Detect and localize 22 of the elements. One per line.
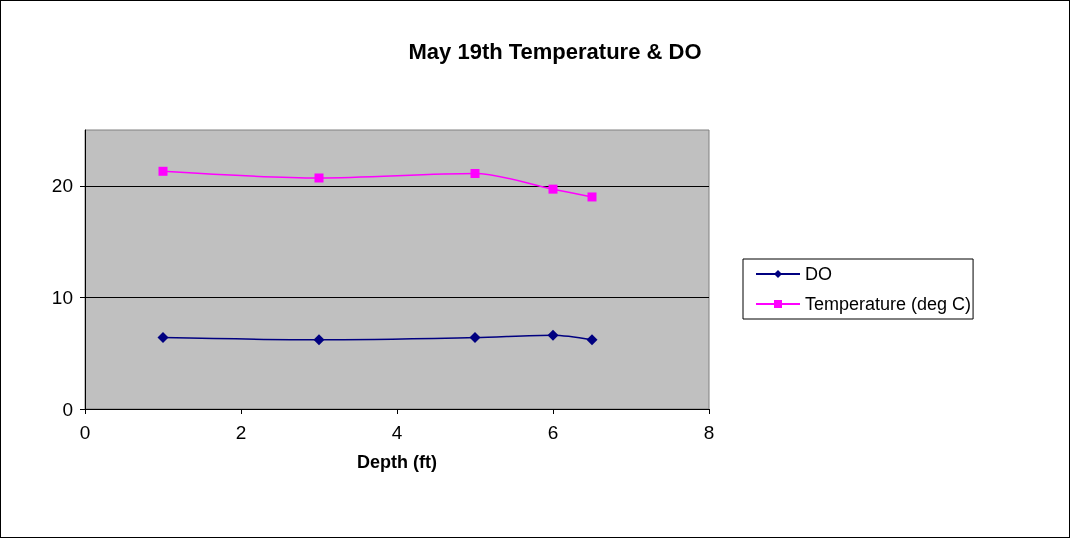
y-tick-label: 10 bbox=[51, 286, 73, 308]
x-axis-title: Depth (ft) bbox=[357, 452, 437, 472]
y-tick-label: 20 bbox=[51, 175, 73, 197]
x-tick-label: 4 bbox=[391, 422, 403, 443]
x-tick-label: 0 bbox=[79, 422, 91, 443]
x-tick-label: 8 bbox=[703, 422, 715, 443]
point bbox=[586, 334, 598, 346]
legend-label: DO bbox=[805, 264, 832, 284]
point bbox=[469, 332, 481, 344]
point bbox=[470, 169, 480, 179]
point bbox=[547, 329, 559, 341]
y-tick-label: 0 bbox=[62, 398, 73, 420]
point bbox=[587, 192, 597, 202]
x-tick-label: 2 bbox=[235, 422, 247, 443]
chart-title: May 19th Temperature & DO bbox=[408, 38, 702, 64]
x-tick-label: 6 bbox=[547, 422, 559, 443]
point bbox=[314, 173, 324, 183]
point bbox=[313, 334, 325, 346]
point bbox=[548, 184, 558, 194]
point bbox=[157, 332, 169, 344]
point bbox=[158, 166, 168, 176]
legend-label: Temperature (deg C) bbox=[805, 294, 972, 314]
